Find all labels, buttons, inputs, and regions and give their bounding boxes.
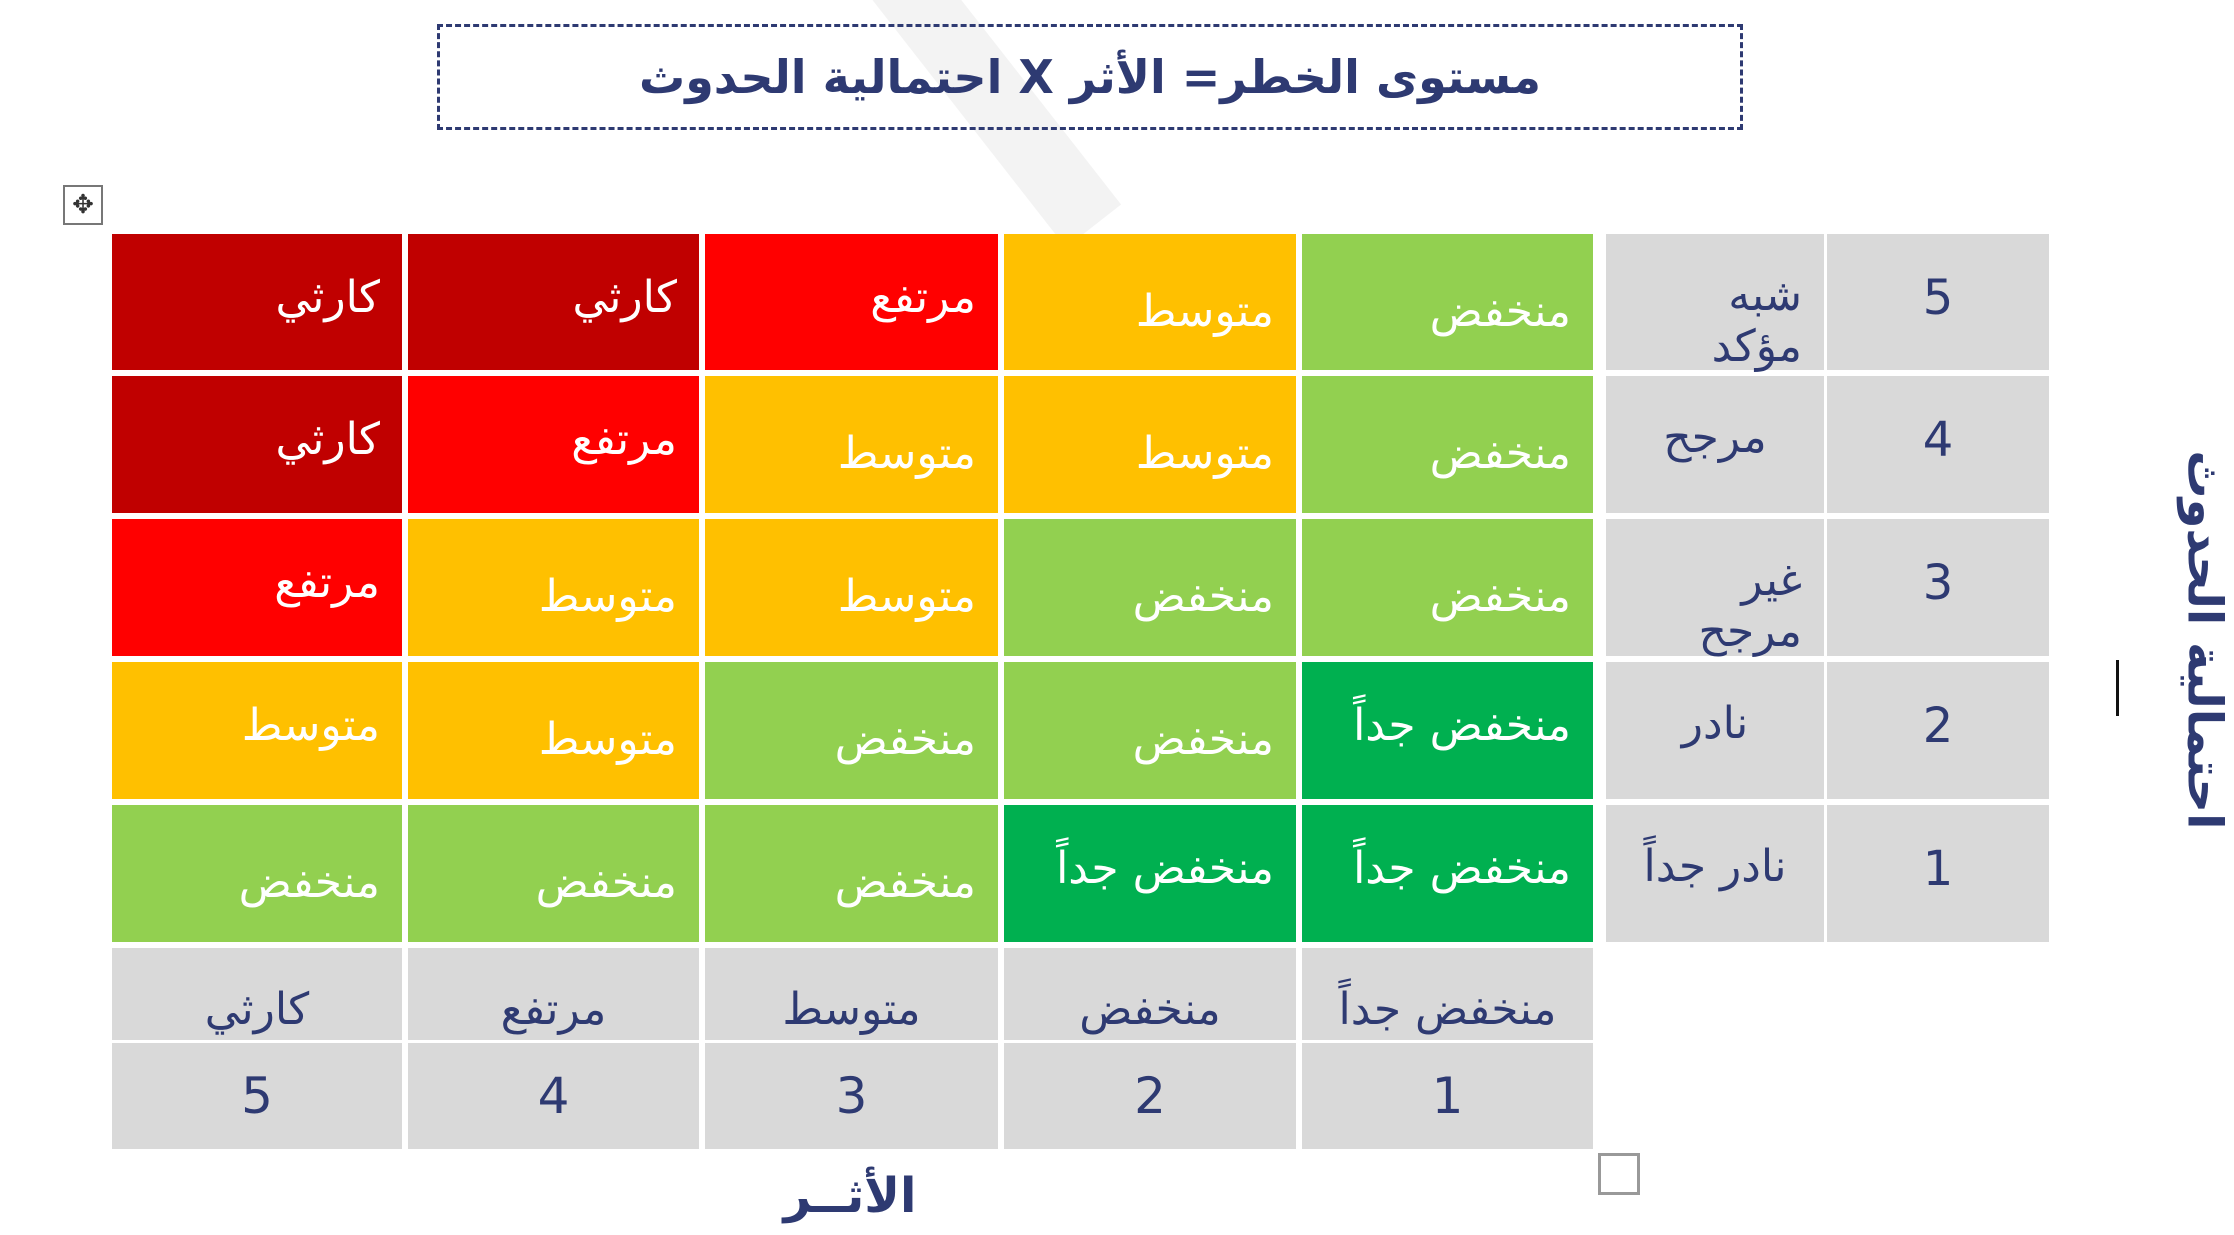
cell-text: 5 xyxy=(1922,270,1954,326)
y-axis-label-text: احتمالية الحدوث xyxy=(2177,450,2233,830)
impact-number: 2 xyxy=(1004,1043,1296,1149)
risk-cell-low[interactable]: منخفض xyxy=(408,805,699,942)
impact-number: 3 xyxy=(705,1043,998,1149)
cell-text: 5 xyxy=(241,1067,273,1125)
risk-cell-medium[interactable]: متوسط xyxy=(112,662,402,799)
impact-label: منخفض xyxy=(1004,948,1296,1040)
risk-cell-catastrophic[interactable]: كارثي xyxy=(112,376,402,513)
likelihood-number: 3 xyxy=(1827,519,2049,656)
cell-text: متوسط xyxy=(782,984,921,1035)
page-title: مستوى الخطر= الأثر X احتمالية الحدوث xyxy=(437,24,1743,130)
cell-text: منخفض جداً xyxy=(1353,700,1571,751)
cell-text: متوسط xyxy=(538,571,677,622)
cell-text: 1 xyxy=(1431,1067,1464,1125)
cell-text: منخفض xyxy=(1429,571,1571,622)
table-move-handle-icon[interactable]: ✥ xyxy=(63,185,103,225)
cell-text: متوسط xyxy=(1135,428,1274,479)
likelihood-label: غير مرجح xyxy=(1606,519,1824,657)
cell-text: منخفض xyxy=(1429,428,1571,479)
risk-cell-very_low[interactable]: منخفض جداً xyxy=(1004,805,1296,942)
risk-cell-medium[interactable]: متوسط xyxy=(705,519,998,656)
cell-text: منخفض جداً xyxy=(1338,984,1557,1035)
title-text: مستوى الخطر= الأثر X احتمالية الحدوث xyxy=(638,50,1542,104)
cell-text: غير مرجح xyxy=(1698,555,1802,657)
likelihood-number: 2 xyxy=(1827,662,2049,799)
risk-cell-low[interactable]: منخفض xyxy=(1302,519,1593,656)
impact-label: كارثي xyxy=(112,948,402,1040)
cell-text: منخفض xyxy=(1429,286,1571,337)
cell-text: كارثي xyxy=(275,414,380,465)
cell-text: متوسط xyxy=(1135,286,1274,337)
impact-label: متوسط xyxy=(705,948,998,1040)
cell-text: متوسط xyxy=(837,428,976,479)
cell-text: منخفض xyxy=(1132,571,1274,622)
cell-text: 3 xyxy=(835,1067,868,1125)
cell-text: منخفض xyxy=(1132,714,1274,765)
cell-text: منخفض xyxy=(1079,984,1221,1035)
cell-text: متوسط xyxy=(837,571,976,622)
likelihood-number: 4 xyxy=(1827,376,2049,513)
risk-cell-low[interactable]: منخفض xyxy=(705,805,998,942)
cell-text: منخفض xyxy=(834,857,976,908)
cell-text: متوسط xyxy=(538,714,677,765)
impact-label: مرتفع xyxy=(408,948,699,1040)
cell-text: نادر xyxy=(1681,698,1749,749)
cell-text: 4 xyxy=(1922,412,1954,468)
cell-text: منخفض xyxy=(834,714,976,765)
risk-cell-medium[interactable]: متوسط xyxy=(1004,376,1296,513)
cell-text: مرجح xyxy=(1663,412,1767,463)
cell-text: منخفض xyxy=(238,857,380,908)
cell-text: منخفض جداً xyxy=(1353,843,1571,894)
y-axis-label: احتمالية الحدوث xyxy=(2125,420,2234,860)
cell-text: مرتفع xyxy=(870,272,976,323)
risk-cell-low[interactable]: منخفض xyxy=(1004,662,1296,799)
risk-cell-medium[interactable]: متوسط xyxy=(408,662,699,799)
likelihood-label: مرجح xyxy=(1606,376,1824,513)
impact-label: منخفض جداً xyxy=(1302,948,1593,1040)
cell-text: كارثي xyxy=(275,272,380,323)
likelihood-number: 5 xyxy=(1827,234,2049,370)
cell-text: كارثي xyxy=(572,272,677,323)
risk-cell-high[interactable]: مرتفع xyxy=(112,519,402,656)
risk-cell-low[interactable]: منخفض xyxy=(1004,519,1296,656)
risk-cell-high[interactable]: مرتفع xyxy=(705,234,998,370)
risk-cell-medium[interactable]: متوسط xyxy=(1004,234,1296,370)
impact-number: 5 xyxy=(112,1043,402,1149)
risk-cell-high[interactable]: مرتفع xyxy=(408,376,699,513)
cell-text: متوسط xyxy=(241,700,380,751)
risk-cell-medium[interactable]: متوسط xyxy=(705,376,998,513)
cell-text: مرتفع xyxy=(500,984,607,1035)
cell-text: مرتفع xyxy=(571,414,677,465)
table-resize-handle[interactable] xyxy=(1598,1153,1640,1195)
likelihood-number: 1 xyxy=(1827,805,2049,942)
impact-number: 4 xyxy=(408,1043,699,1149)
cell-text: 2 xyxy=(1922,698,1954,754)
cell-text: مرتفع xyxy=(274,557,380,608)
text-cursor xyxy=(2116,660,2119,716)
x-axis-label: الأثــر xyxy=(783,1168,917,1224)
cell-text: 3 xyxy=(1922,555,1954,611)
cell-text: منخفض xyxy=(535,857,677,908)
risk-cell-low[interactable]: منخفض xyxy=(1302,234,1593,370)
cell-text: منخفض جداً xyxy=(1056,843,1274,894)
risk-cell-very_low[interactable]: منخفض جداً xyxy=(1302,805,1593,942)
risk-cell-catastrophic[interactable]: كارثي xyxy=(112,234,402,370)
risk-cell-very_low[interactable]: منخفض جداً xyxy=(1302,662,1593,799)
cell-text: كارثي xyxy=(204,984,310,1035)
cell-text: 2 xyxy=(1134,1067,1166,1125)
likelihood-label: نادر جداً xyxy=(1606,805,1824,942)
cell-text: 1 xyxy=(1922,841,1954,897)
risk-cell-low[interactable]: منخفض xyxy=(705,662,998,799)
risk-cell-low[interactable]: منخفض xyxy=(112,805,402,942)
impact-number: 1 xyxy=(1302,1043,1593,1149)
cell-text: شبه مؤكد xyxy=(1711,270,1802,372)
likelihood-label: شبه مؤكد xyxy=(1606,234,1824,372)
risk-cell-catastrophic[interactable]: كارثي xyxy=(408,234,699,370)
cell-text: نادر جداً xyxy=(1643,841,1787,892)
risk-cell-medium[interactable]: متوسط xyxy=(408,519,699,656)
risk-cell-low[interactable]: منخفض xyxy=(1302,376,1593,513)
likelihood-label: نادر xyxy=(1606,662,1824,799)
cell-text: 4 xyxy=(537,1067,570,1125)
